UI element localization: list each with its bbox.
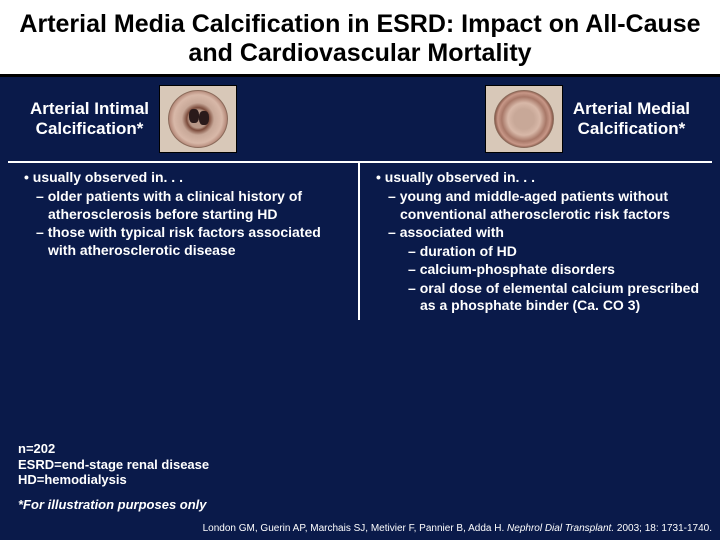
citation: London GM, Guerin AP, Marchais SJ, Metiv… [203,523,712,534]
list-item: associated with [370,224,702,242]
content-row: usually observed in. . . older patients … [8,161,712,320]
list-item: those with typical risk factors associat… [18,224,348,259]
images-row: Arterial Intimal Calcification* Arterial… [0,77,720,157]
list-item: oral dose of elemental calcium prescribe… [370,280,702,315]
page-title: Arterial Media Calcification in ESRD: Im… [18,10,702,68]
medial-block: Arterial Medial Calcification* [485,85,690,153]
illustration-note: *For illustration purposes only [18,497,207,512]
list-item: duration of HD [370,243,702,261]
list-item: older patients with a clinical history o… [18,188,348,223]
footnote-n: n=202 [18,441,209,457]
list-item: calcium-phosphate disorders [370,261,702,279]
left-column: usually observed in. . . older patients … [8,163,360,320]
intimal-block: Arterial Intimal Calcification* [30,85,237,153]
footnote-hd: HD=hemodialysis [18,472,209,488]
medial-label: Arterial Medial Calcification* [573,99,690,138]
left-header: usually observed in. . . [18,169,348,187]
intimal-cross-section-icon [159,85,237,153]
footnote-esrd: ESRD=end-stage renal disease [18,457,209,473]
list-item: young and middle-aged patients without c… [370,188,702,223]
title-bar: Arterial Media Calcification in ESRD: Im… [0,0,720,77]
intimal-label: Arterial Intimal Calcification* [30,99,149,138]
citation-rest: 2003; 18: 1731-1740. [614,523,712,534]
footnotes: n=202 ESRD=end-stage renal disease HD=he… [18,441,209,488]
right-header: usually observed in. . . [370,169,702,187]
right-column: usually observed in. . . young and middl… [360,163,712,320]
citation-authors: London GM, Guerin AP, Marchais SJ, Metiv… [203,523,505,534]
citation-journal: Nephrol Dial Transplant. [507,523,614,534]
medial-cross-section-icon [485,85,563,153]
